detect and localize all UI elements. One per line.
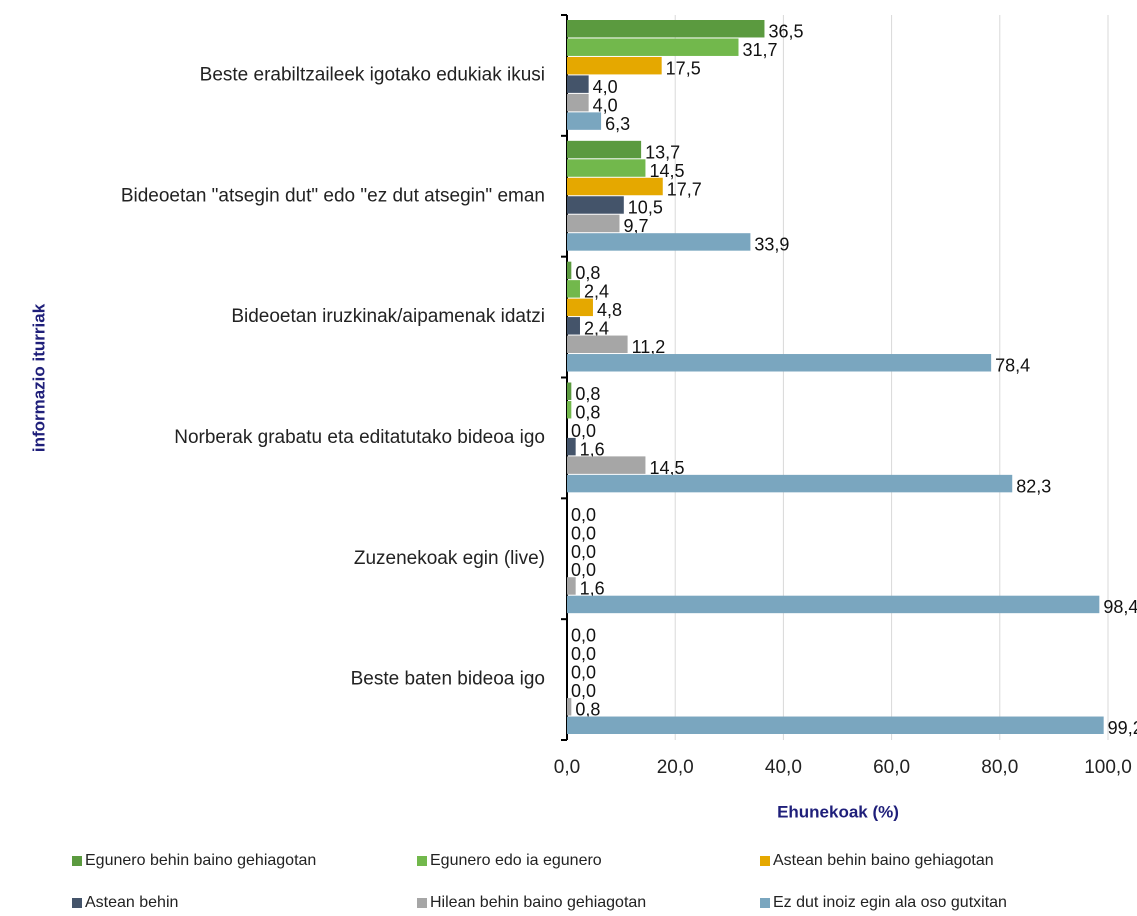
bar [567,196,624,214]
x-tick-label: 0,0 [554,757,580,778]
data-label: 4,0 [593,95,618,115]
bar [567,400,572,419]
data-label: 31,7 [742,40,777,60]
data-label: 9,7 [623,216,648,236]
data-label: 0,8 [575,402,600,422]
data-label: 0,0 [571,626,596,646]
x-tick-label: 100,0 [1084,757,1132,778]
data-label: 6,3 [605,114,630,134]
data-label: 17,5 [666,58,701,78]
bar [567,112,602,130]
legend-swatch [417,898,427,908]
data-label: 0,0 [571,421,596,441]
data-label: 0,0 [571,663,596,683]
data-label: 13,7 [645,142,680,162]
bar [567,474,1013,493]
bar [567,317,580,335]
data-label: 2,4 [584,282,609,302]
bar [567,38,739,56]
legend-label: Egunero behin baino gehiagotan [85,852,316,869]
legend-label: Ez dut inoiz egin ala oso gutxitan [773,894,1007,911]
bar [567,595,1100,614]
bar [567,261,572,280]
legend-label: Astean behin [85,894,178,911]
bar [567,93,589,112]
category-label: Bideoetan iruzkinak/aipamenak idatzi [231,306,545,327]
bar [567,716,1104,734]
category-label: Zuzenekoak egin (live) [354,548,545,569]
bar [567,437,576,456]
data-label: 0,0 [571,560,596,580]
data-label: 0,0 [571,681,596,701]
legend-label: Hilean behin baino gehiagotan [430,894,646,911]
bar [567,335,628,354]
legend-swatch [417,856,427,866]
data-label: 1,6 [580,439,605,459]
bar [567,140,642,159]
data-label: 0,0 [571,505,596,525]
bar [567,456,646,474]
data-label: 0,8 [575,263,600,283]
category-label: Norberak grabatu eta editatutako bideoa … [174,427,545,448]
data-label: 82,3 [1016,476,1051,496]
bar [567,280,580,298]
legend-label: Astean behin baino gehiagotan [773,852,994,869]
bar [567,698,572,716]
data-label: 17,7 [667,179,702,199]
bar [567,233,751,251]
bar [567,56,662,75]
data-label: 0,0 [571,644,596,664]
legend-swatch [72,856,82,866]
data-label: 14,5 [649,161,684,181]
bar [567,577,576,595]
legend-swatch [760,898,770,908]
bar [567,177,663,196]
x-tick-label: 80,0 [981,757,1018,778]
bar [567,20,765,38]
data-label: 11,2 [632,337,666,357]
legend-swatch [760,856,770,866]
data-label: 36,5 [768,21,803,41]
bar [567,354,992,372]
x-axis-title: Ehunekoak (%) [777,802,899,821]
data-label: 10,5 [628,198,663,218]
data-label: 2,4 [584,319,609,339]
bar [567,214,620,233]
category-label: Beste erabiltzaileek igotako edukiak iku… [200,64,545,85]
data-label: 99,2 [1108,718,1137,738]
data-label: 4,8 [597,300,622,320]
legend-swatch [72,898,82,908]
data-label: 4,0 [593,77,618,97]
data-label: 0,0 [571,542,596,562]
bar [567,159,646,177]
category-label: Beste baten bideoa igo [351,669,545,690]
x-tick-label: 60,0 [873,757,910,778]
legend-label: Egunero edo ia egunero [430,852,602,869]
data-label: 0,0 [571,523,596,543]
x-tick-label: 40,0 [765,757,802,778]
bar [567,382,572,400]
data-label: 98,4 [1103,597,1137,617]
y-axis-title: informazio iturriak [29,303,48,452]
data-label: 0,8 [575,700,600,720]
data-label: 78,4 [995,356,1030,376]
category-label: Bideoetan "atsegin dut" edo "ez dut atse… [121,185,545,206]
data-label: 33,9 [754,235,789,255]
data-label: 1,6 [580,579,605,599]
bar [567,298,593,317]
data-label: 14,5 [649,458,684,478]
x-tick-label: 20,0 [657,757,694,778]
data-label: 0,8 [575,384,600,404]
bar [567,75,589,93]
